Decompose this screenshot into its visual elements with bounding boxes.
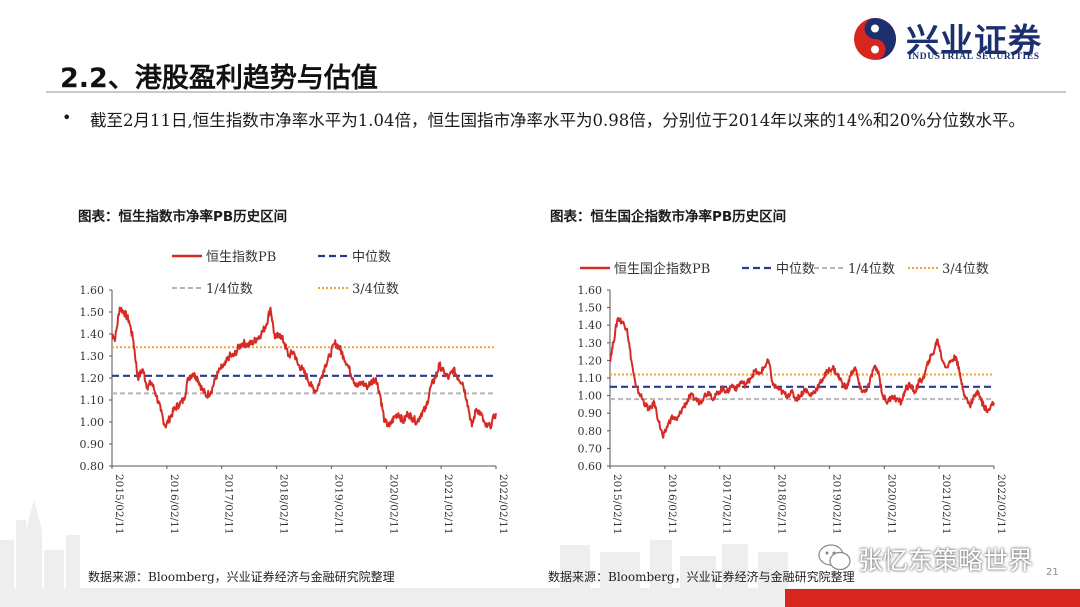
bullet-dot-icon: •: [62, 108, 72, 127]
y-tick-label: 1.50: [80, 306, 105, 319]
y-tick-label: 0.70: [578, 442, 603, 455]
chart-hscei-pb: 1.60 1.50 1.40 1.30 1.20 1.10 1.00 0.90 0.80 0.70…: [578, 261, 1008, 535]
x-tick-label: 2016/02/11: [666, 474, 678, 535]
y-tick-label: 1.40: [80, 328, 105, 341]
chart-title-hscei: 图表：恒生国企指数市净率PB历史区间: [550, 209, 787, 225]
x-tick-label: 2017/02/11: [721, 474, 733, 535]
y-tick-label: 1.00: [578, 390, 603, 403]
chart-title-hsi: 图表：恒生指数市净率PB历史区间: [78, 209, 288, 225]
legend-label: 恒生指数PB: [206, 250, 276, 265]
legend-label: 中位数: [352, 250, 391, 265]
y-tick-label: 1.50: [578, 302, 603, 315]
x-tick-label: 2021/02/11: [442, 474, 454, 535]
y-tick-label: 1.60: [80, 284, 105, 297]
legend-label: 中位数: [776, 262, 815, 277]
y-tick-label: 1.40: [578, 319, 603, 332]
x-tick-label: 2020/02/11: [885, 474, 897, 535]
watermark-text: 张忆东策略世界: [858, 546, 1034, 575]
x-tick-label: 2018/02/11: [776, 474, 788, 535]
page-number: 21: [1046, 567, 1059, 578]
title-divider: [46, 91, 1066, 93]
source-note-hscei: 数据来源：Bloomberg，兴业证券经济与金融研究院整理: [548, 570, 855, 584]
legend-label: 1/4位数: [848, 262, 895, 277]
y-tick-label: 0.80: [80, 460, 105, 473]
wechat-icon: [818, 544, 851, 571]
legend-label: 3/4位数: [352, 282, 399, 297]
x-tick-label: 2020/02/11: [387, 474, 399, 535]
company-logo: 兴业证券 INDUSTRIAL SECURITIES: [852, 14, 1067, 66]
x-tick-label: 2019/02/11: [830, 474, 842, 535]
x-tick-label: 2015/02/11: [113, 474, 125, 535]
page-title: 2.2、港股盈利趋势与估值: [60, 63, 378, 94]
y-tick-label: 0.80: [578, 425, 603, 438]
pb-series-line: [609, 317, 995, 439]
y-tick-label: 1.30: [80, 350, 105, 363]
x-tick-label: 2021/02/11: [940, 474, 952, 535]
x-tick-label: 2022/02/11: [995, 474, 1007, 535]
y-tick-label: 0.60: [578, 460, 603, 473]
y-tick-label: 1.10: [80, 394, 105, 407]
y-tick-label: 1.20: [578, 354, 603, 367]
y-tick-label: 0.90: [578, 407, 603, 420]
y-tick-label: 1.30: [578, 337, 603, 350]
x-tick-label: 2016/02/11: [168, 474, 180, 535]
x-tick-label: 2017/02/11: [223, 474, 235, 535]
y-tick-label: 1.00: [80, 416, 105, 429]
legend-label: 1/4位数: [206, 282, 253, 297]
footer-accent-bar: [785, 589, 1080, 607]
legend-label: 3/4位数: [942, 262, 989, 277]
summary-bullet: 截至2月11日,恒生指数市净率水平为1.04倍，恒生国指市净率水平为0.98倍，…: [90, 111, 1026, 130]
legend-label: 恒生国企指数PB: [614, 261, 710, 277]
y-tick-label: 1.20: [80, 372, 105, 385]
pb-series-line: [111, 306, 497, 430]
logo-chinese-name: 兴业证券: [906, 21, 1042, 60]
y-tick-label: 0.90: [80, 438, 105, 451]
x-tick-label: 2015/02/11: [611, 474, 623, 535]
x-tick-label: 2022/02/11: [497, 474, 509, 535]
logo-english-name: INDUSTRIAL SECURITIES: [908, 52, 1040, 62]
logo-mark-icon: [854, 18, 896, 60]
chart-hsi-pb: 1.60 1.50 1.40 1.30 1.20 1.10 1.00 0.90 0.80 2015…: [80, 250, 510, 535]
y-tick-label: 1.10: [578, 372, 603, 385]
x-tick-label: 2018/02/11: [278, 474, 290, 535]
y-tick-label: 1.60: [578, 284, 603, 297]
source-note-hsi: 数据来源：Bloomberg，兴业证券经济与金融研究院整理: [88, 570, 395, 584]
x-tick-label: 2019/02/11: [332, 474, 344, 535]
